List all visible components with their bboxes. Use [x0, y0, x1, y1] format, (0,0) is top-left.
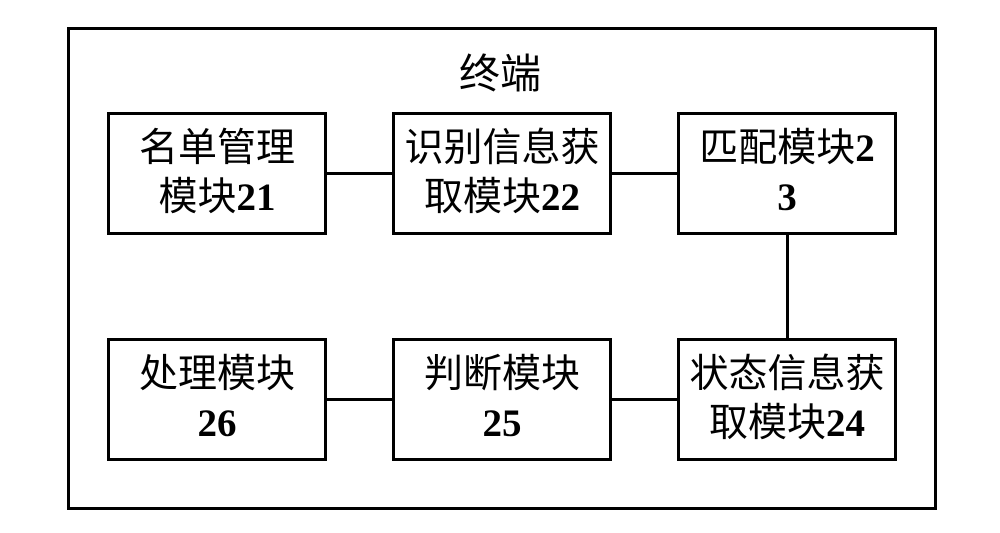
node-text-line1: 状态信息获: [689, 351, 884, 400]
node-number: 21: [237, 176, 276, 219]
node-judgment-25: 判断模块 25: [392, 338, 612, 461]
node-state-info-24: 状态信息获 取模块24: [677, 338, 897, 461]
node-text-prefix: 匹配模块: [699, 127, 855, 170]
node-number: 24: [826, 402, 865, 445]
node-number-part2: 3: [777, 174, 797, 223]
node-text-line2: 取模块22: [424, 174, 580, 223]
node-text-line1: 判断模块: [424, 351, 580, 400]
node-text-line1: 名单管理: [139, 125, 295, 174]
node-recognition-info-22: 识别信息获 取模块22: [392, 112, 612, 235]
edge-n21-n22: [327, 172, 392, 175]
node-matching-23: 匹配模块2 3: [677, 112, 897, 235]
diagram-canvas: 终端 名单管理 模块21 识别信息获 取模块22 匹配模块2 3 处理模块 26…: [0, 0, 1000, 533]
node-list-management-21: 名单管理 模块21: [107, 112, 327, 235]
node-text-line1: 匹配模块2: [699, 125, 875, 174]
node-text-line1: 识别信息获: [404, 125, 599, 174]
edge-n23-n24: [786, 235, 789, 338]
diagram-title: 终端: [400, 40, 600, 100]
title-text: 终端: [459, 51, 541, 97]
edge-n24-n25: [612, 398, 677, 401]
edge-n22-n23: [612, 172, 677, 175]
node-number-part1: 2: [855, 127, 875, 170]
node-number: 25: [483, 400, 522, 449]
node-text-prefix: 取模块: [424, 176, 541, 219]
node-number: 26: [198, 400, 237, 449]
node-number: 22: [541, 176, 580, 219]
edge-n25-n26: [327, 398, 392, 401]
node-processing-26: 处理模块 26: [107, 338, 327, 461]
node-text-line2: 取模块24: [709, 400, 865, 449]
node-text-line2: 模块21: [158, 174, 275, 223]
node-text-line1: 处理模块: [139, 351, 295, 400]
node-text-prefix: 模块: [158, 176, 236, 219]
node-text-prefix: 取模块: [709, 402, 826, 445]
